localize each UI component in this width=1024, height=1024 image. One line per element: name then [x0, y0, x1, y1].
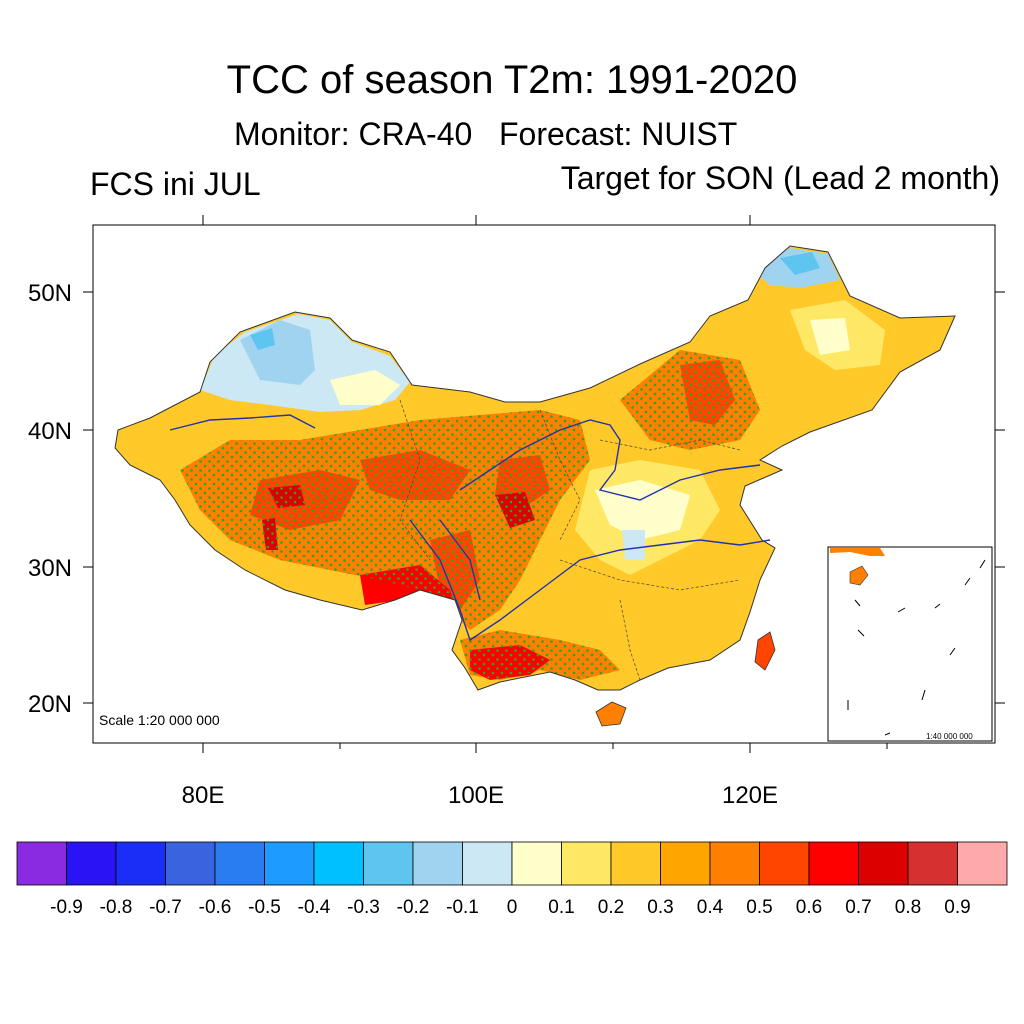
colorbar-label: -0.7: [149, 897, 182, 918]
colorbar-swatch: [660, 841, 711, 886]
colorbar-swatch: [165, 841, 216, 886]
colorbar-swatch: [511, 841, 562, 886]
taiwan-region: [754, 631, 776, 671]
colorbar-swatch: [313, 841, 364, 886]
rivers: [169, 414, 771, 642]
colorbar: [16, 841, 1008, 886]
colorbar-label: 0.4: [696, 897, 724, 918]
colorbar-label: 0.9: [944, 897, 971, 918]
colorbar-swatch: [115, 841, 166, 886]
colorbar-swatch: [412, 841, 463, 886]
colorbar-label: 0.7: [845, 897, 872, 918]
colorbar-label: -0.2: [396, 897, 430, 918]
colorbar-label: -0.4: [297, 897, 331, 918]
x-tick-100e: 100E: [447, 782, 505, 809]
colorbar-label: 0.2: [597, 897, 625, 918]
colorbar-swatch: [16, 841, 67, 886]
y-tick-40n: 40N: [27, 418, 72, 445]
colorbar-label: 0.1: [548, 897, 575, 918]
colorbar-swatch: [610, 841, 661, 886]
hainan-region: [595, 701, 627, 727]
colorbar-swatch: [957, 841, 1008, 886]
right-label: Target for SON (Lead 2 month): [560, 160, 1000, 196]
china-region: [114, 245, 956, 691]
y-tick-20n: 20N: [27, 691, 72, 718]
scale-label: Scale 1:20 000 000: [99, 712, 220, 728]
colorbar-swatch: [759, 841, 810, 886]
colorbar-label: -0.8: [99, 897, 133, 918]
colorbar-swatch: [808, 841, 859, 886]
province-borders: [399, 399, 741, 681]
colorbar-swatch: [858, 841, 909, 886]
colorbar-swatch: [264, 841, 315, 886]
y-tick-30n: 30N: [27, 555, 72, 582]
y-tick-50n: 50N: [27, 280, 72, 307]
colorbar-label: -0.3: [347, 897, 380, 918]
colorbar-label: 0.8: [894, 897, 922, 918]
left-label: FCS ini JUL: [90, 166, 261, 202]
colorbar-label: 0.3: [647, 897, 674, 918]
colorbar-swatch: [66, 841, 117, 886]
colorbar-label: -0.5: [248, 897, 281, 918]
x-tick-80e: 80E: [181, 782, 225, 809]
map-subtitle: Monitor: CRA-40 Forecast: NUIST: [234, 116, 738, 152]
colorbar-label: -0.6: [198, 897, 232, 918]
colorbar-label: 0.5: [746, 897, 773, 918]
colorbar-swatch: [214, 841, 265, 886]
colorbar-label: 0.6: [795, 897, 823, 918]
south-china-sea-inset: [827, 546, 993, 742]
colorbar-swatch: [561, 841, 612, 886]
colorbar-swatch: [907, 841, 958, 886]
map-title: TCC of season T2m: 1991-2020: [226, 58, 798, 102]
axis-ticks: [83, 215, 1005, 753]
colorbar-label: -0.9: [50, 897, 83, 918]
colorbar-swatch: [363, 841, 414, 886]
colorbar-label: -0.1: [446, 897, 479, 918]
colorbar-swatch: [462, 841, 513, 886]
colorbar-label: 0: [506, 897, 518, 918]
x-tick-120e: 120E: [721, 782, 779, 809]
colorbar-swatch: [709, 841, 760, 886]
inset-scale-label: 1:40 000 000: [926, 732, 973, 741]
